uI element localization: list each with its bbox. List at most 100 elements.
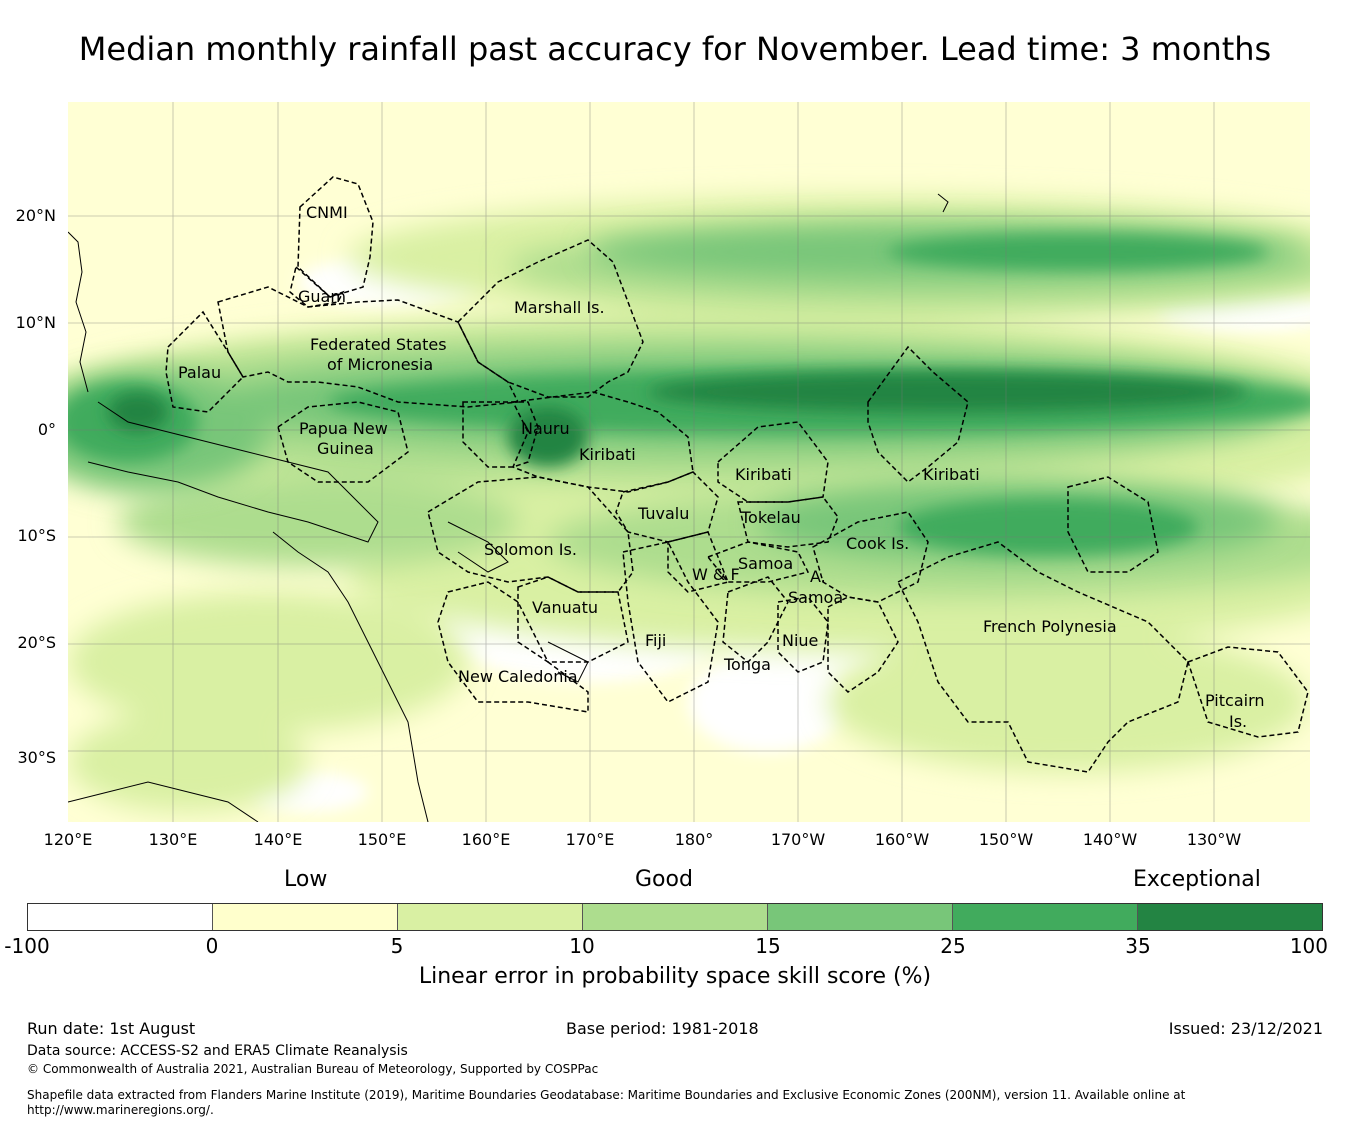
lon-label: 160°E — [461, 830, 511, 849]
lon-label: 180° — [674, 830, 714, 849]
label-kiribati-east: Kiribati — [923, 465, 980, 484]
colorbar-segment — [768, 904, 953, 930]
colorbar-tick: 100 — [1289, 934, 1328, 958]
colorbar-tick: 10 — [569, 934, 595, 958]
label-wallis-futuna: W & F — [692, 565, 740, 584]
label-american-samoa-1: A. — [810, 567, 826, 586]
label-pitcairn-2: Is. — [1229, 712, 1247, 731]
lat-label: 10°N — [15, 313, 56, 332]
label-fsm-2: of Micronesia — [327, 355, 433, 374]
colorbar-tick: 25 — [940, 934, 966, 958]
boundary-fiji — [622, 541, 719, 703]
legend-category-good: Good — [635, 867, 693, 892]
issued-date: Issued: 23/12/2021 — [1168, 1019, 1323, 1038]
label-tonga: Tonga — [723, 655, 771, 674]
colorbar-segment — [28, 904, 213, 930]
page-title: Median monthly rainfall past accuracy fo… — [78, 30, 1272, 68]
boundary-guam — [289, 265, 345, 308]
boundary-solomon — [427, 476, 634, 593]
colorbar-segment — [398, 904, 583, 930]
colorbar-tick: 35 — [1125, 934, 1151, 958]
label-tokelau: Tokelau — [740, 508, 801, 527]
lon-label: 140°E — [253, 830, 303, 849]
label-niue: Niue — [782, 631, 818, 650]
boundary-wf — [667, 531, 730, 593]
colorbar-tick: 0 — [205, 934, 219, 958]
colorbar-tick: 15 — [755, 934, 781, 958]
lon-label: 170°E — [565, 830, 615, 849]
colorbar-segment — [583, 904, 768, 930]
lon-label: 170°W — [770, 830, 826, 849]
label-french-polynesia: French Polynesia — [983, 617, 1117, 636]
lon-label: 150°E — [357, 830, 407, 849]
boundary-cnmi — [297, 176, 374, 298]
coastlines — [68, 193, 949, 822]
label-samoa: Samoa — [738, 554, 793, 573]
label-palau: Palau — [178, 363, 221, 382]
label-tuvalu: Tuvalu — [637, 504, 689, 523]
label-marshall: Marshall Is. — [514, 298, 605, 317]
colorbar — [27, 903, 1323, 931]
lat-label: 10°S — [17, 526, 56, 545]
label-cook: Cook Is. — [846, 534, 909, 553]
colorbar-segment — [213, 904, 398, 930]
label-fiji: Fiji — [645, 631, 666, 650]
base-period: Base period: 1981-2018 — [566, 1019, 759, 1038]
lat-label: 30°S — [17, 748, 56, 767]
boundary-cook-south — [827, 596, 899, 693]
label-nauru: Nauru — [521, 419, 570, 438]
lon-label: 160°W — [874, 830, 930, 849]
boundary-kiribati-west — [462, 401, 539, 468]
colorbar-segment — [1138, 904, 1322, 930]
map-canvas: CNMI Guam Marshall Is. Federated States … — [68, 102, 1310, 822]
colorbar-caption: Linear error in probability space skill … — [418, 964, 932, 989]
region-labels: CNMI Guam Marshall Is. Federated States … — [178, 203, 1265, 731]
boundary-kiribati-east — [867, 345, 969, 483]
shapefile-credit: Shapefile data extracted from Flanders M… — [27, 1088, 1186, 1102]
legend-category-low: Low — [284, 867, 328, 892]
lat-label: 20°N — [15, 206, 56, 225]
data-source: Data source: ACCESS-S2 and ERA5 Climate … — [27, 1043, 408, 1059]
lon-label: 120°E — [43, 830, 93, 849]
boundary-samoa — [706, 541, 810, 583]
shapefile-url: http://www.marineregions.org/. — [27, 1103, 214, 1117]
boundary-kiribati-central — [717, 421, 829, 503]
run-date: Run date: 1st August — [27, 1019, 196, 1038]
boundary-tonga — [722, 576, 789, 664]
colorbar-tick: 5 — [390, 934, 404, 958]
label-kiribati-central: Kiribati — [735, 465, 792, 484]
lon-label: 140°W — [1082, 830, 1138, 849]
label-vanuatu: Vanuatu — [532, 598, 598, 617]
graticule — [68, 102, 1310, 822]
lon-label: 130°W — [1186, 830, 1242, 849]
boundary-new-caledonia — [437, 581, 589, 713]
boundary-nauru-kiribati — [511, 391, 694, 493]
label-guam: Guam — [298, 287, 346, 306]
lon-label: 130°E — [148, 830, 198, 849]
label-fsm-1: Federated States — [310, 335, 447, 354]
boundary-pitcairn — [1187, 646, 1309, 738]
label-png-1: Papua New — [299, 419, 388, 438]
skill-map: CNMI Guam Marshall Is. Federated States … — [68, 102, 1310, 822]
boundary-marshall — [457, 239, 644, 398]
lat-label: 0° — [37, 420, 56, 439]
label-cnmi: CNMI — [306, 203, 348, 222]
boundary-fp-north — [1067, 476, 1159, 573]
boundary-french-polynesia — [896, 541, 1189, 773]
boundary-vanuatu — [517, 576, 629, 663]
boundary-palau — [165, 310, 244, 413]
label-png-2: Guinea — [317, 439, 374, 458]
boundary-cook-north — [812, 511, 929, 603]
legend-category-exceptional: Exceptional — [1133, 867, 1261, 892]
colorbar-segment — [953, 904, 1138, 930]
lon-label: 150°W — [978, 830, 1034, 849]
label-new-caledonia: New Caledonia — [458, 667, 578, 686]
copyright: © Commonwealth of Australia 2021, Austra… — [27, 1062, 599, 1076]
lat-label: 20°S — [17, 633, 56, 652]
boundary-fsm — [217, 286, 520, 408]
eez-boundaries — [165, 176, 1309, 773]
colorbar-tick: -100 — [4, 934, 50, 958]
label-pitcairn-1: Pitcairn — [1205, 691, 1265, 710]
label-american-samoa-2: Samoa — [788, 588, 843, 607]
label-solomon: Solomon Is. — [484, 540, 577, 559]
